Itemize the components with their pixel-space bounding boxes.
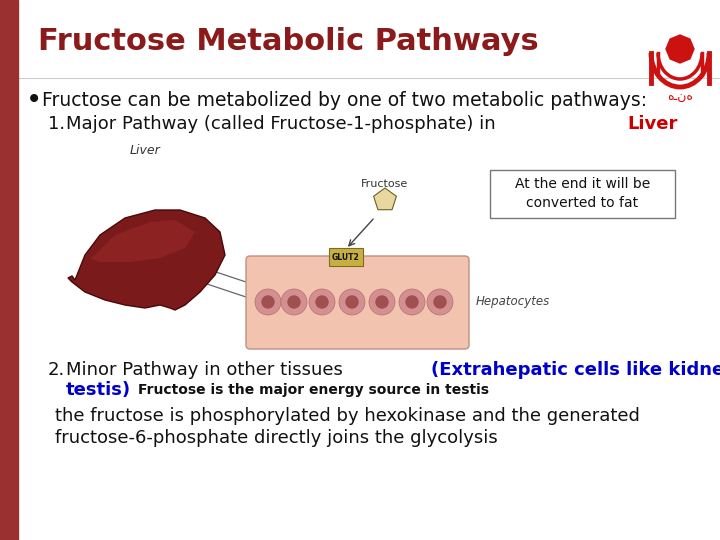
Text: GLUT2: GLUT2 — [332, 253, 360, 261]
Text: Fructose: Fructose — [361, 179, 409, 189]
Circle shape — [434, 296, 446, 308]
Circle shape — [262, 296, 274, 308]
Text: Major Pathway (called Fructose-1-phosphate) in: Major Pathway (called Fructose-1-phospha… — [66, 115, 501, 133]
Text: Hepatocytes: Hepatocytes — [476, 295, 550, 308]
Circle shape — [406, 296, 418, 308]
Text: converted to fat: converted to fat — [526, 196, 639, 210]
Text: 1.: 1. — [48, 115, 65, 133]
Polygon shape — [374, 188, 397, 210]
FancyBboxPatch shape — [329, 248, 363, 266]
Circle shape — [309, 289, 335, 315]
Text: Fructose is the major energy source in testis: Fructose is the major energy source in t… — [138, 383, 489, 397]
Circle shape — [369, 289, 395, 315]
Circle shape — [339, 289, 365, 315]
Text: At the end it will be: At the end it will be — [515, 177, 650, 191]
Text: Fructose can be metabolized by one of two metabolic pathways:: Fructose can be metabolized by one of tw… — [42, 91, 647, 110]
Text: fructose-6-phosphate directly joins the glycolysis: fructose-6-phosphate directly joins the … — [55, 429, 498, 447]
Circle shape — [281, 289, 307, 315]
Circle shape — [399, 289, 425, 315]
Text: (Extrahepatic cells like kidney and: (Extrahepatic cells like kidney and — [431, 361, 720, 379]
Bar — [0, 0, 18, 540]
Circle shape — [376, 296, 388, 308]
Text: 2.: 2. — [48, 361, 66, 379]
Circle shape — [316, 296, 328, 308]
FancyBboxPatch shape — [246, 256, 469, 349]
Text: هـنه: هـنه — [667, 91, 693, 104]
Circle shape — [427, 289, 453, 315]
Circle shape — [288, 296, 300, 308]
Text: Liver: Liver — [628, 115, 678, 133]
Text: Minor Pathway in other tissues: Minor Pathway in other tissues — [66, 361, 348, 379]
Text: the fructose is phosphorylated by hexokinase and the generated: the fructose is phosphorylated by hexoki… — [55, 407, 640, 425]
FancyBboxPatch shape — [490, 170, 675, 218]
Circle shape — [255, 289, 281, 315]
Bar — [22, 138, 482, 348]
Text: Fructose Metabolic Pathways: Fructose Metabolic Pathways — [38, 28, 539, 57]
Text: Liver: Liver — [130, 144, 161, 157]
Circle shape — [346, 296, 358, 308]
Text: •: • — [26, 86, 42, 114]
Polygon shape — [90, 220, 195, 262]
Text: testis): testis) — [66, 381, 131, 399]
Polygon shape — [68, 210, 225, 310]
